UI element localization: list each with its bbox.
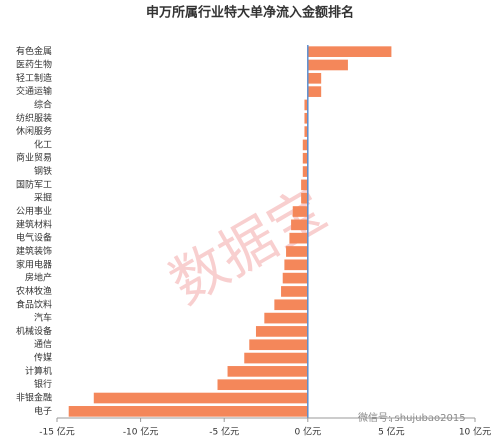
bar xyxy=(307,46,392,57)
bar xyxy=(291,219,308,231)
y-tick-label: 电子 xyxy=(34,405,52,417)
watermark: 数据宝 xyxy=(159,177,337,317)
bar xyxy=(302,152,308,164)
y-tick-label: 轻工制造 xyxy=(16,72,52,84)
y-tick-label: 化工 xyxy=(34,138,52,150)
y-tick-label: 公用事业 xyxy=(16,205,52,217)
x-tick-label: 0 亿元 xyxy=(295,426,322,438)
bar xyxy=(282,272,308,284)
bar xyxy=(255,326,308,337)
bar xyxy=(244,352,308,364)
y-tick-label: 交通运输 xyxy=(16,85,52,97)
bar xyxy=(286,246,308,257)
bar xyxy=(304,126,308,137)
x-tick-label: -5 亿元 xyxy=(209,426,239,438)
bar xyxy=(302,166,308,177)
y-tick-label: 纺织服装 xyxy=(16,112,52,124)
y-tick-label: 计算机 xyxy=(25,365,52,377)
bar xyxy=(304,112,308,124)
y-tick-label: 建筑装饰 xyxy=(16,245,52,257)
bar xyxy=(68,406,308,417)
y-tick-label: 商业贸易 xyxy=(16,152,52,164)
y-tick-label: 采掘 xyxy=(34,192,52,204)
y-tick-label: 医药生物 xyxy=(16,58,52,70)
bar xyxy=(304,99,308,111)
y-tick-label: 银行 xyxy=(34,378,52,390)
bar xyxy=(289,232,308,244)
y-tick-label: 传媒 xyxy=(34,352,52,364)
y-tick-label: 有色金属 xyxy=(16,45,52,57)
bar xyxy=(292,206,308,217)
bar xyxy=(307,59,348,71)
bar xyxy=(302,139,308,151)
x-tick-label: 5 亿元 xyxy=(378,426,405,438)
bar xyxy=(249,339,308,351)
y-tick-label: 电气设备 xyxy=(16,232,52,244)
y-tick-label: 休闲服务 xyxy=(16,125,52,137)
bar xyxy=(301,179,308,191)
bar xyxy=(227,366,308,377)
y-tick-label: 汽车 xyxy=(34,312,52,324)
y-tick-label: 机械设备 xyxy=(16,325,52,337)
bar xyxy=(217,379,308,391)
y-tick-label: 国防军工 xyxy=(16,178,52,190)
y-tick-label: 食品饮料 xyxy=(16,298,52,310)
bar xyxy=(274,299,308,311)
bar xyxy=(284,259,308,271)
bar xyxy=(281,286,308,297)
bar xyxy=(307,72,322,84)
y-tick-label: 农林牧渔 xyxy=(16,285,52,297)
x-tick-label: -15 亿元 xyxy=(39,426,75,438)
y-tick-label: 综合 xyxy=(34,98,52,110)
y-tick-label: 非银金融 xyxy=(16,392,52,404)
chart-title: 申万所属行业特大单净流入金额排名 xyxy=(146,5,354,21)
x-tick-label: 10 亿元 xyxy=(459,426,491,438)
y-tick-label: 房地产 xyxy=(25,272,52,284)
bar xyxy=(93,392,308,404)
bar xyxy=(264,312,308,324)
y-tick-label: 钢铁 xyxy=(34,165,52,177)
x-tick-label: -10 亿元 xyxy=(123,426,159,438)
bar xyxy=(307,86,322,97)
y-tick-label: 家用电器 xyxy=(16,258,52,270)
bar xyxy=(301,192,308,204)
y-tick-label: 建筑材料 xyxy=(16,218,52,230)
y-tick-label: 通信 xyxy=(34,338,52,350)
